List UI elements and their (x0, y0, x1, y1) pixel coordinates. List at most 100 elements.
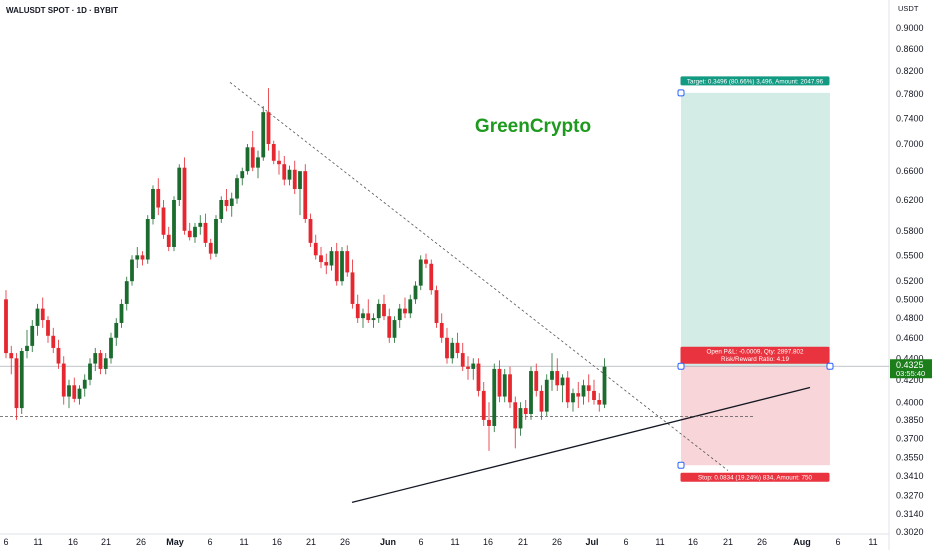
candle[interactable] (98, 349, 103, 375)
candle[interactable] (287, 165, 292, 186)
candle[interactable] (502, 368, 507, 403)
candle[interactable] (382, 294, 386, 321)
candle[interactable] (135, 246, 140, 269)
candle[interactable] (72, 377, 77, 403)
candle[interactable] (586, 374, 591, 403)
candle[interactable] (82, 374, 87, 397)
candle[interactable] (208, 238, 213, 260)
candle[interactable] (329, 246, 334, 271)
candle[interactable] (602, 358, 607, 409)
candle[interactable] (350, 259, 355, 309)
resistance-trendline[interactable] (229, 82, 729, 471)
candle[interactable] (103, 353, 108, 375)
candle[interactable] (240, 167, 245, 186)
candle[interactable] (308, 213, 313, 247)
candle[interactable] (576, 381, 581, 409)
candle[interactable] (303, 164, 308, 223)
candle[interactable] (151, 185, 155, 225)
candle[interactable] (25, 329, 29, 359)
candle[interactable] (597, 393, 602, 412)
candle[interactable] (397, 303, 402, 328)
candle[interactable] (235, 174, 239, 204)
candle[interactable] (277, 150, 281, 175)
support-trendline[interactable] (351, 386, 811, 504)
candle[interactable] (592, 379, 596, 405)
candle[interactable] (298, 171, 302, 216)
candle[interactable] (77, 385, 82, 405)
candle[interactable] (161, 200, 166, 239)
candle[interactable] (261, 106, 266, 161)
candle[interactable] (245, 143, 250, 175)
candles-layer[interactable] (4, 88, 607, 451)
candle[interactable] (565, 371, 570, 409)
candle[interactable] (345, 245, 350, 277)
candle[interactable] (14, 353, 19, 420)
position-handle[interactable] (826, 362, 834, 370)
candle[interactable] (424, 253, 428, 269)
candle[interactable] (46, 316, 50, 343)
candle[interactable] (67, 379, 71, 409)
candle[interactable] (361, 308, 365, 328)
candle[interactable] (214, 215, 218, 257)
candle[interactable] (250, 130, 255, 172)
candle[interactable] (392, 316, 397, 343)
candle[interactable] (9, 345, 14, 375)
candle[interactable] (4, 290, 8, 359)
candle[interactable] (156, 178, 161, 216)
candle[interactable] (145, 215, 150, 264)
candle[interactable] (224, 188, 229, 212)
candle[interactable] (203, 213, 208, 247)
candle[interactable] (51, 327, 56, 354)
candle[interactable] (114, 318, 119, 346)
candle[interactable] (109, 332, 113, 364)
candle[interactable] (466, 356, 470, 380)
candle[interactable] (324, 253, 329, 275)
time-axis[interactable]: 6 11 16 21 26 May 6 11 16 21 26 Jun 6 11 16 21 26 Jul 6 11 1… (3, 537, 877, 547)
candle[interactable] (119, 299, 124, 328)
stop-zone[interactable] (681, 366, 830, 466)
candle[interactable] (93, 347, 98, 372)
candle[interactable] (56, 339, 61, 369)
candle[interactable] (313, 234, 318, 260)
candle[interactable] (403, 297, 407, 319)
candle[interactable] (376, 299, 381, 323)
candle[interactable] (35, 303, 40, 336)
candle[interactable] (256, 150, 260, 179)
candle[interactable] (539, 385, 544, 420)
candle[interactable] (61, 356, 66, 405)
candle[interactable] (292, 160, 297, 195)
candle[interactable] (571, 388, 575, 412)
candle[interactable] (529, 366, 533, 420)
candle[interactable] (497, 360, 502, 403)
candle[interactable] (355, 294, 360, 323)
candle[interactable] (434, 285, 439, 328)
candle[interactable] (445, 327, 449, 364)
candle[interactable] (413, 281, 418, 304)
candle[interactable] (140, 251, 145, 266)
drawings-layer[interactable] (0, 82, 811, 504)
candle[interactable] (513, 396, 518, 449)
candle[interactable] (408, 294, 413, 319)
risk-reward-position[interactable] (0, 92, 889, 466)
candle[interactable] (182, 157, 187, 235)
candle[interactable] (387, 308, 392, 343)
candle[interactable] (319, 246, 323, 269)
candle[interactable] (560, 374, 565, 403)
candle[interactable] (481, 381, 486, 426)
candle[interactable] (282, 156, 287, 186)
price-axis[interactable]: USDT 0.3020 0.3140 0.3270 0.3410 0.3550 0.3700… (890, 4, 932, 537)
candle[interactable] (334, 242, 339, 286)
candle[interactable] (550, 353, 554, 391)
candle[interactable] (366, 299, 371, 323)
candle[interactable] (193, 222, 197, 243)
candle[interactable] (340, 246, 344, 286)
candle[interactable] (418, 255, 423, 291)
candle[interactable] (166, 226, 171, 252)
candle[interactable] (30, 320, 35, 353)
candle[interactable] (88, 358, 92, 386)
candle[interactable] (172, 196, 176, 252)
candle[interactable] (518, 402, 523, 436)
candle[interactable] (534, 363, 539, 397)
candle[interactable] (130, 255, 134, 286)
candle[interactable] (177, 164, 182, 207)
